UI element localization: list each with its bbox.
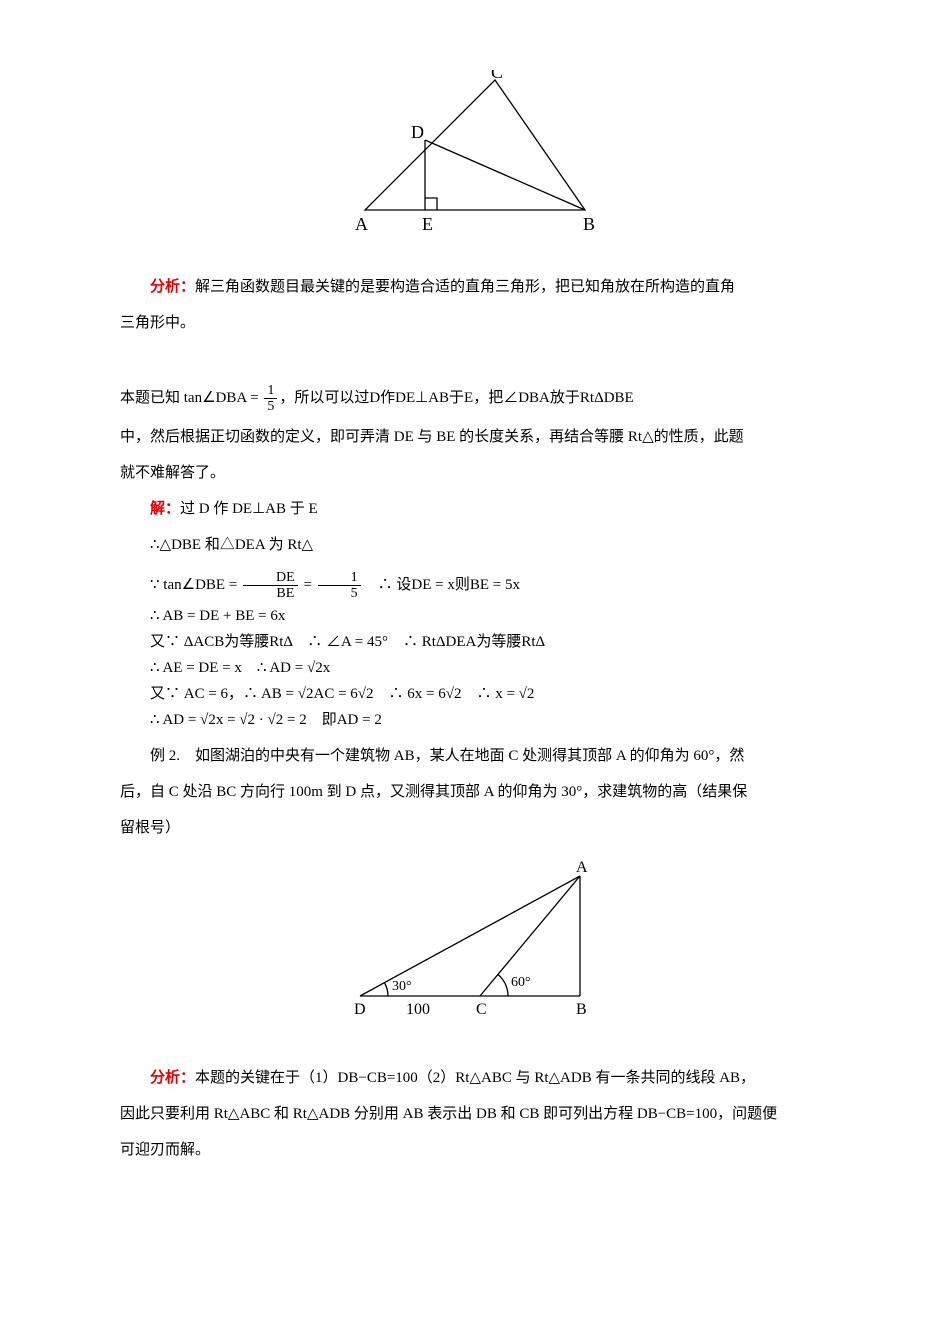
f2-label-B: B bbox=[576, 1001, 587, 1018]
given-frac: 1 5 bbox=[264, 383, 277, 415]
analysis2-line2: 因此只要利用 Rt△ABC 和 Rt△ADB 分别用 AB 表示出 DB 和 C… bbox=[120, 1096, 830, 1132]
analysis-1-text-a: 解三角函数题目最关键的是要构造合适的直角三角形，把已知角放在所构造的直角 bbox=[195, 279, 735, 295]
s3-tail: ∴ 设DE = x则BE = 5x bbox=[363, 577, 520, 593]
f2-label-D: D bbox=[354, 1001, 366, 1018]
label-C: C bbox=[491, 70, 503, 82]
label-D: D bbox=[411, 122, 424, 142]
solution-math: ∵ tan∠DBE = DE BE = 1 5 ∴ 设DE = x则BE = 5… bbox=[120, 569, 830, 732]
analysis2-l1a: 本题的关键在于（1）DB−CB=100（2）Rt△ABC 与 Rt△ADB 有一… bbox=[195, 1070, 755, 1086]
label-B: B bbox=[583, 214, 595, 234]
figure-1: C D A E B bbox=[120, 70, 830, 249]
given-tail: ，所以可以过D作DE⊥AB于E，把∠DBA放于RtΔDBE bbox=[279, 390, 633, 406]
figure-2: A D C B 30° 60° 100 bbox=[120, 856, 830, 1040]
analysis2-line3: 可迎刃而解。 bbox=[120, 1132, 830, 1168]
analysis-1-line2: 三角形中。 bbox=[120, 305, 830, 341]
example2-line1: 例 2. 如图湖泊的中央有一个建筑物 AB，某人在地面 C 处测得其顶部 A 的… bbox=[120, 738, 830, 774]
s5: 又∵ ΔACB为等腰RtΔ ∴ ∠A = 45° ∴ RtΔDEA为等腰RtΔ bbox=[120, 630, 830, 654]
given-line1: 本题已知 tan∠DBA = 1 5 ，所以可以过D作DE⊥AB于E，把∠DBA… bbox=[120, 377, 830, 419]
s6: ∴ AE = DE = x ∴ AD = √2x bbox=[120, 656, 830, 680]
given-line3: 就不难解答了。 bbox=[120, 455, 830, 491]
triangle-diagram-1: C D A E B bbox=[325, 70, 625, 235]
s8: ∴ AD = √2x = √2 · √2 = 2 即AD = 2 bbox=[120, 708, 830, 732]
f2-len: 100 bbox=[406, 1001, 430, 1018]
s3-frac1: DE BE bbox=[243, 570, 298, 602]
example2-line2: 后，自 C 处沿 BC 方向行 100m 到 D 点，又测得其顶部 A 的仰角为… bbox=[120, 774, 830, 810]
given-lead: 本题已知 tan∠DBA = bbox=[120, 390, 259, 406]
s3a: ∵ tan∠DBE = bbox=[150, 577, 237, 593]
example2-line3: 留根号） bbox=[120, 810, 830, 846]
analysis-label: 分析： bbox=[150, 279, 195, 295]
analysis-2-line1: 分析：本题的关键在于（1）DB−CB=100（2）Rt△ABC 与 Rt△ADB… bbox=[120, 1060, 830, 1096]
f2-ang30: 30° bbox=[392, 979, 412, 994]
f2-label-A: A bbox=[576, 859, 588, 876]
s3-frac2: 1 5 bbox=[318, 570, 361, 602]
f2-label-C: C bbox=[476, 1001, 487, 1018]
label-A: A bbox=[355, 214, 368, 234]
s7: 又∵ AC = 6，∴ AB = √2AC = 6√2 ∴ 6x = 6√2 ∴… bbox=[120, 682, 830, 706]
f2-ang60: 60° bbox=[511, 975, 531, 990]
analysis2-label: 分析： bbox=[150, 1070, 195, 1086]
solution-label: 解： bbox=[150, 501, 180, 517]
solution-s2: ∴△DBE 和△DEA 为 Rt△ bbox=[120, 527, 830, 563]
analysis-1-line1: 分析：解三角函数题目最关键的是要构造合适的直角三角形，把已知角放在所构造的直角 bbox=[120, 269, 830, 305]
solution-line1: 解：过 D 作 DE⊥AB 于 E bbox=[120, 491, 830, 527]
s4: ∴ AB = DE + BE = 6x bbox=[120, 604, 830, 628]
label-E: E bbox=[422, 214, 433, 234]
triangle-diagram-2: A D C B 30° 60° 100 bbox=[330, 856, 620, 1026]
given-line2: 中，然后根据正切函数的定义，即可弄清 DE 与 BE 的长度关系，再结合等腰 R… bbox=[120, 419, 830, 455]
solution-s1: 过 D 作 DE⊥AB 于 E bbox=[180, 501, 318, 517]
